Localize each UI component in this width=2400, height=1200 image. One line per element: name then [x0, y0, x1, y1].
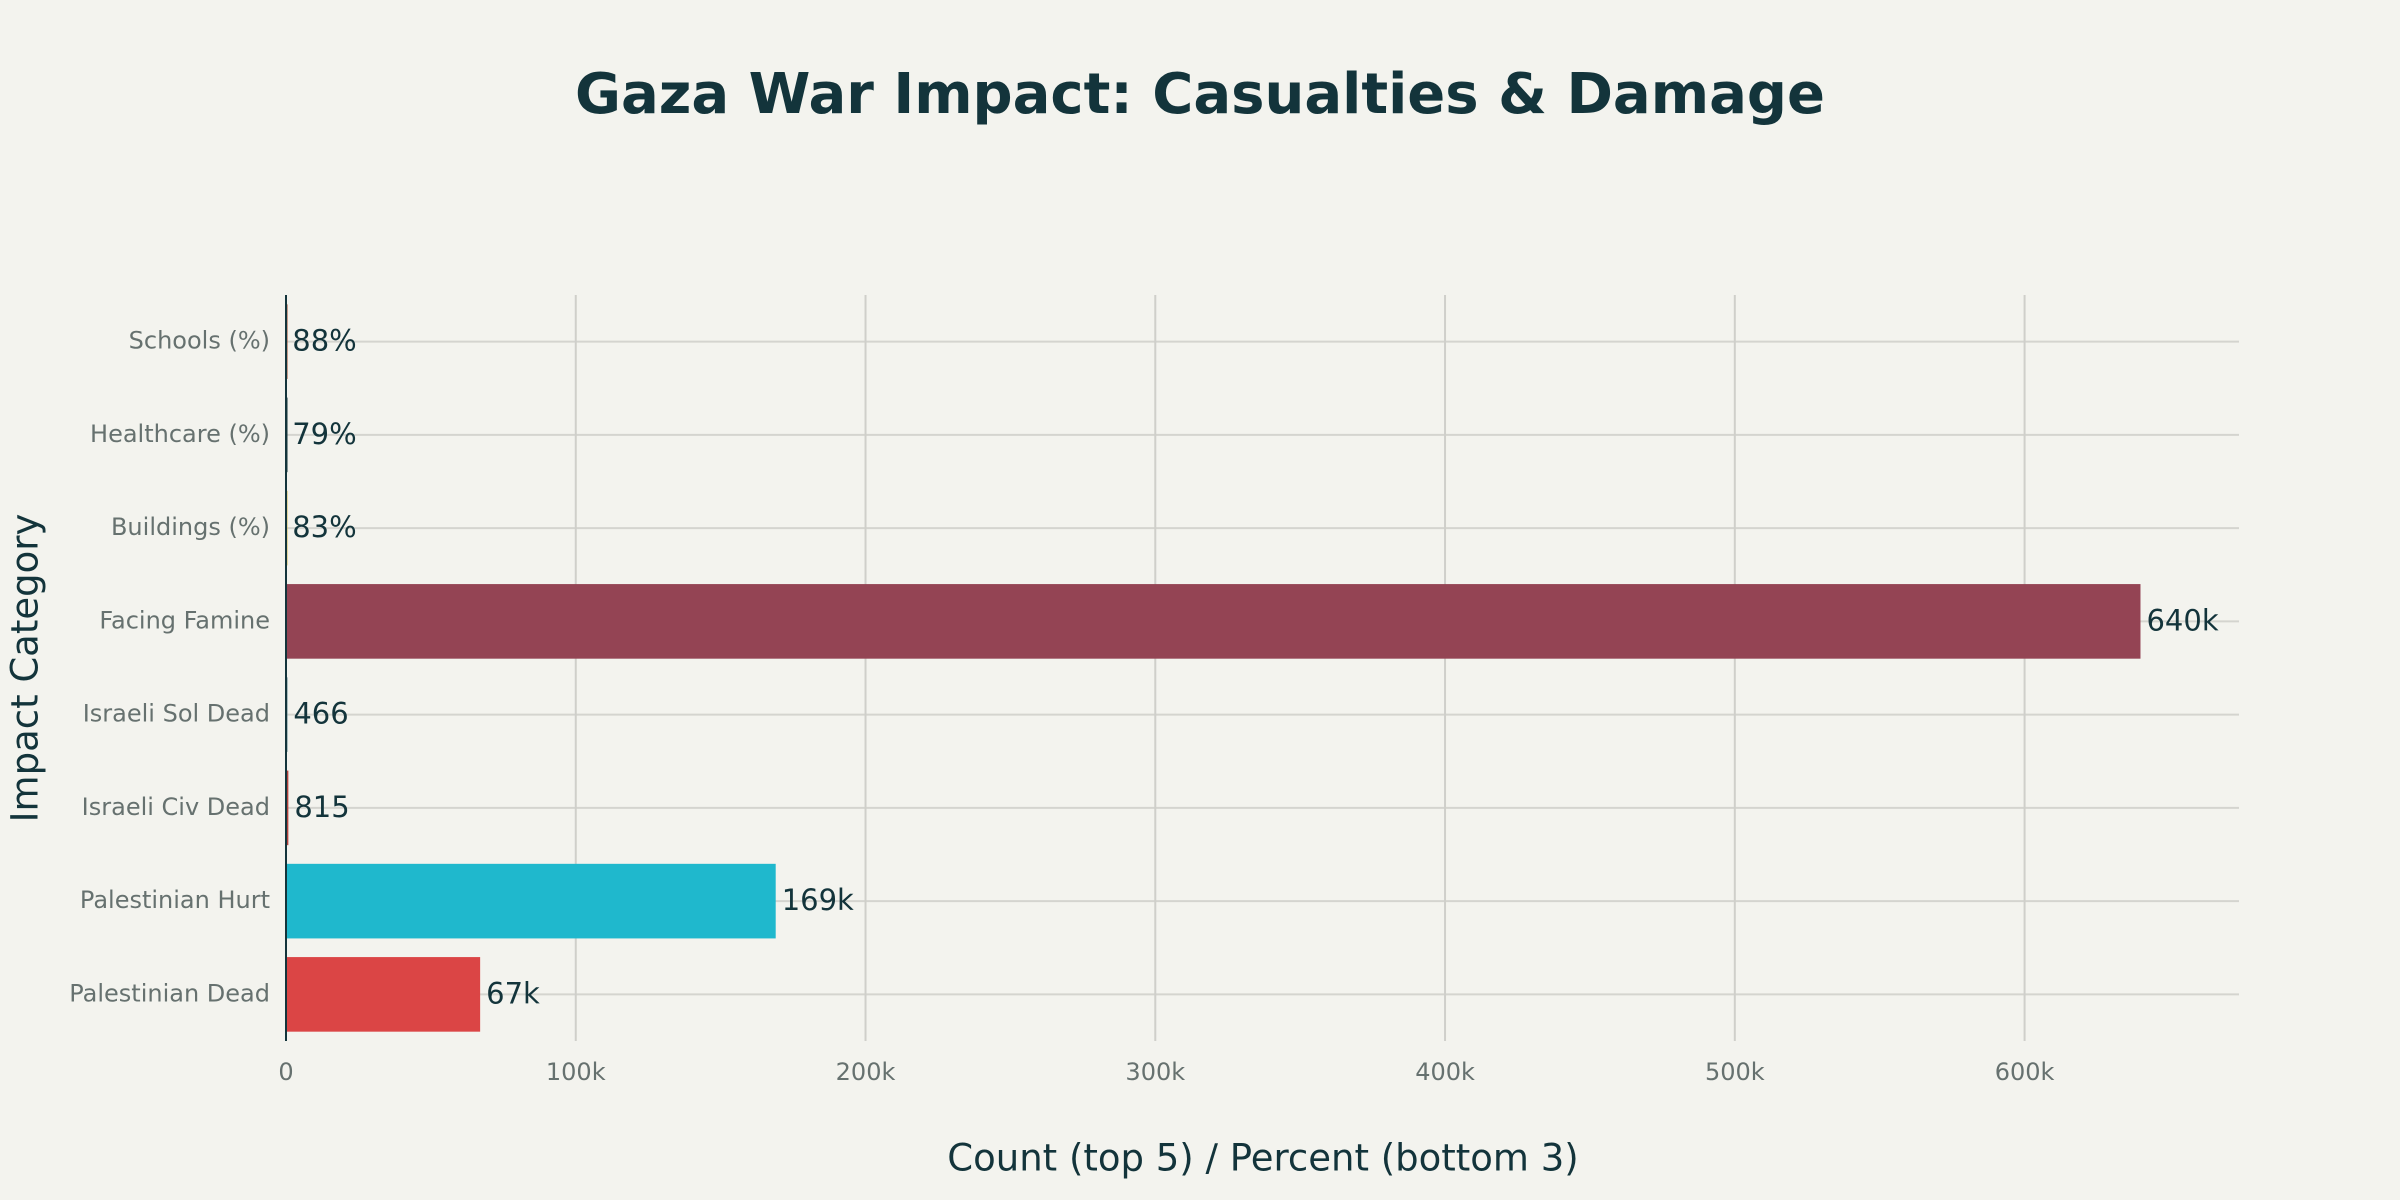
bar [286, 770, 289, 846]
y-tick-label: Palestinian Dead [69, 979, 270, 1007]
y-tick-label: Israeli Civ Dead [82, 793, 270, 821]
data-label: 640k [2146, 603, 2218, 637]
x-tick-label: 100k [546, 1058, 606, 1086]
x-tick-label: 0 [278, 1058, 293, 1086]
y-tick-label: Israeli Sol Dead [83, 700, 270, 728]
x-tick-label: 200k [836, 1058, 896, 1086]
data-label: 79% [292, 417, 356, 451]
x-tick-label: 400k [1415, 1058, 1475, 1086]
y-tick-label: Healthcare (%) [90, 420, 270, 448]
data-label: 88% [292, 324, 356, 358]
x-tick-label: 500k [1705, 1058, 1765, 1086]
bar [286, 584, 2141, 659]
x-tick-label: 300k [1125, 1058, 1185, 1086]
y-tick-label: Facing Famine [99, 606, 270, 634]
data-label: 466 [293, 697, 348, 731]
data-label: 169k [782, 883, 854, 917]
chart-title: Gaza War Impact: Casualties & Damage [575, 62, 1825, 127]
data-label: 67k [486, 976, 540, 1010]
y-tick-label: Palestinian Hurt [80, 886, 270, 914]
x-axis-title: Count (top 5) / Percent (bottom 3) [947, 1137, 1578, 1180]
y-tick-label: Buildings (%) [111, 513, 270, 541]
bar [286, 957, 481, 1032]
x-tick-label: 600k [1995, 1058, 2055, 1086]
data-label: 815 [294, 790, 349, 824]
y-tick-label: Schools (%) [129, 327, 270, 355]
bar [286, 863, 776, 939]
y-axis-title: Impact Category [4, 514, 47, 823]
data-label: 83% [292, 510, 356, 544]
